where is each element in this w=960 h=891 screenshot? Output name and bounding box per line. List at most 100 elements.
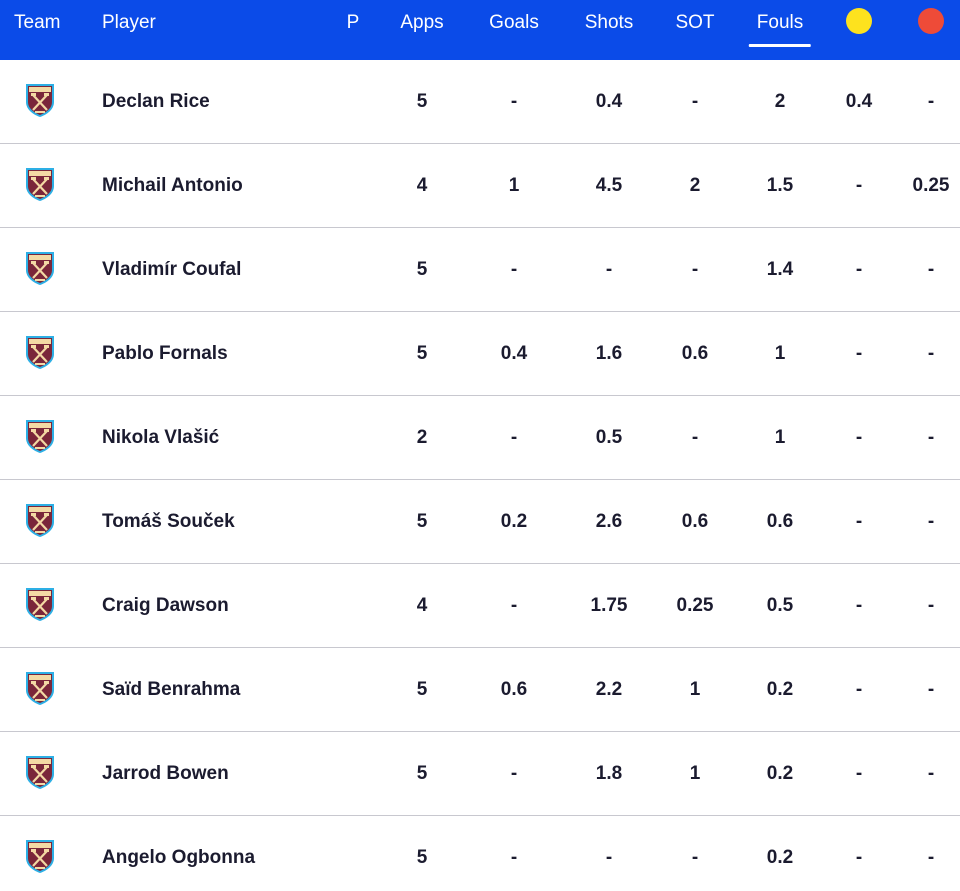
cell-goals: - [510, 595, 518, 616]
column-header-team[interactable]: Team [14, 12, 61, 33]
cell-yellow-cards: - [855, 259, 863, 280]
cell-goals: 0.4 [500, 343, 528, 364]
cell-goals: - [510, 427, 518, 448]
west-ham-crest-icon [24, 82, 56, 118]
west-ham-crest-icon [24, 670, 56, 706]
player-name-link[interactable]: Nikola Vlašić [102, 427, 220, 448]
cell-sot: 0.6 [681, 511, 709, 532]
column-header-yellow-cards[interactable] [846, 0, 872, 60]
west-ham-crest-icon [24, 838, 56, 874]
player-name-link[interactable]: Tomáš Souček [102, 511, 235, 532]
cell-sot: - [691, 259, 699, 280]
cell-red-cards: 0.25 [912, 175, 950, 196]
player-name-link[interactable]: Craig Dawson [102, 595, 229, 616]
cell-yellow-cards: - [855, 175, 863, 196]
cell-apps: 5 [416, 343, 428, 364]
cell-apps: 2 [416, 427, 428, 448]
column-header-sot[interactable]: SOT [675, 12, 715, 33]
player-name-link[interactable]: Angelo Ogbonna [102, 847, 256, 868]
cell-sot: 1 [689, 679, 701, 700]
cell-apps: 5 [416, 91, 428, 112]
table-row[interactable]: Tomáš Souček 5 0.2 2.6 0.6 0.6 - - [0, 480, 960, 564]
cell-shots: 4.5 [595, 175, 623, 196]
cell-shots: 0.4 [595, 91, 623, 112]
west-ham-crest-icon [24, 166, 56, 202]
cell-sot: 1 [689, 763, 701, 784]
column-header-shots[interactable]: Shots [584, 12, 634, 33]
cell-yellow-cards: - [855, 595, 863, 616]
cell-goals: 0.6 [500, 679, 528, 700]
west-ham-crest-icon [24, 250, 56, 286]
cell-fouls: 1.4 [766, 259, 794, 280]
player-name-link[interactable]: Saïd Benrahma [102, 679, 241, 700]
cell-red-cards: - [927, 511, 935, 532]
table-row[interactable]: Angelo Ogbonna 5 - - - 0.2 - - [0, 816, 960, 891]
table-row[interactable]: Saïd Benrahma 5 0.6 2.2 1 0.2 - - [0, 648, 960, 732]
column-header-apps[interactable]: Apps [400, 12, 444, 33]
player-name-link[interactable]: Vladimír Coufal [102, 259, 242, 280]
cell-fouls: 1 [774, 427, 786, 448]
cell-apps: 4 [416, 595, 428, 616]
cell-yellow-cards: - [855, 343, 863, 364]
cell-yellow-cards: - [855, 763, 863, 784]
cell-fouls: 1.5 [766, 175, 794, 196]
cell-goals: - [510, 259, 518, 280]
table-header: Team Player P Apps Goals Shots SOT Fouls [0, 0, 960, 60]
cell-red-cards: - [927, 343, 935, 364]
cell-red-cards: - [927, 847, 935, 868]
player-name-link[interactable]: Michail Antonio [102, 175, 243, 196]
table-row[interactable]: Jarrod Bowen 5 - 1.8 1 0.2 - - [0, 732, 960, 816]
cell-red-cards: - [927, 91, 935, 112]
cell-shots: - [605, 259, 613, 280]
table-row[interactable]: Michail Antonio 4 1 4.5 2 1.5 - 0.25 [0, 144, 960, 228]
column-header-fouls[interactable]: Fouls [748, 0, 812, 60]
cell-yellow-cards: - [855, 847, 863, 868]
cell-goals: - [510, 763, 518, 784]
table-row[interactable]: Pablo Fornals 5 0.4 1.6 0.6 1 - - [0, 312, 960, 396]
cell-apps: 5 [416, 847, 428, 868]
column-header-player[interactable]: Player [102, 12, 156, 33]
cell-goals: 1 [508, 175, 520, 196]
player-name-link[interactable]: Jarrod Bowen [102, 763, 229, 784]
red-card-icon [918, 7, 944, 34]
west-ham-crest-icon [24, 502, 56, 538]
cell-red-cards: - [927, 427, 935, 448]
cell-sot: 2 [689, 175, 701, 196]
column-header-goals[interactable]: Goals [489, 12, 539, 33]
cell-fouls: 0.2 [766, 847, 794, 868]
cell-yellow-cards: - [855, 427, 863, 448]
cell-fouls: 0.6 [766, 511, 794, 532]
table-row[interactable]: Vladimír Coufal 5 - - - 1.4 - - [0, 228, 960, 312]
cell-apps: 4 [416, 175, 428, 196]
cell-yellow-cards: - [855, 511, 863, 532]
west-ham-crest-icon [24, 334, 56, 370]
cell-fouls: 0.5 [766, 595, 794, 616]
player-name-link[interactable]: Pablo Fornals [102, 343, 228, 364]
cell-fouls: 2 [774, 91, 786, 112]
cell-sot: 0.25 [676, 595, 714, 616]
column-header-position[interactable]: P [346, 12, 360, 33]
column-header-red-cards[interactable] [918, 0, 944, 60]
west-ham-crest-icon [24, 586, 56, 622]
cell-apps: 5 [416, 511, 428, 532]
cell-sot: - [691, 427, 699, 448]
player-name-link[interactable]: Declan Rice [102, 91, 210, 112]
cell-goals: - [510, 847, 518, 868]
table-row[interactable]: Nikola Vlašić 2 - 0.5 - 1 - - [0, 396, 960, 480]
cell-shots: 0.5 [595, 427, 623, 448]
table-row[interactable]: Craig Dawson 4 - 1.75 0.25 0.5 - - [0, 564, 960, 648]
yellow-card-icon [846, 7, 872, 34]
column-header-fouls-label: Fouls [756, 12, 804, 33]
cell-sot: - [691, 847, 699, 868]
cell-red-cards: - [927, 679, 935, 700]
active-sort-indicator [748, 44, 812, 47]
cell-apps: 5 [416, 259, 428, 280]
cell-apps: 5 [416, 679, 428, 700]
cell-shots: 2.2 [595, 679, 623, 700]
table-row[interactable]: Declan Rice 5 - 0.4 - 2 0.4 - [0, 60, 960, 144]
cell-fouls: 0.2 [766, 763, 794, 784]
cell-red-cards: - [927, 595, 935, 616]
cell-sot: - [691, 91, 699, 112]
west-ham-crest-icon [24, 754, 56, 790]
